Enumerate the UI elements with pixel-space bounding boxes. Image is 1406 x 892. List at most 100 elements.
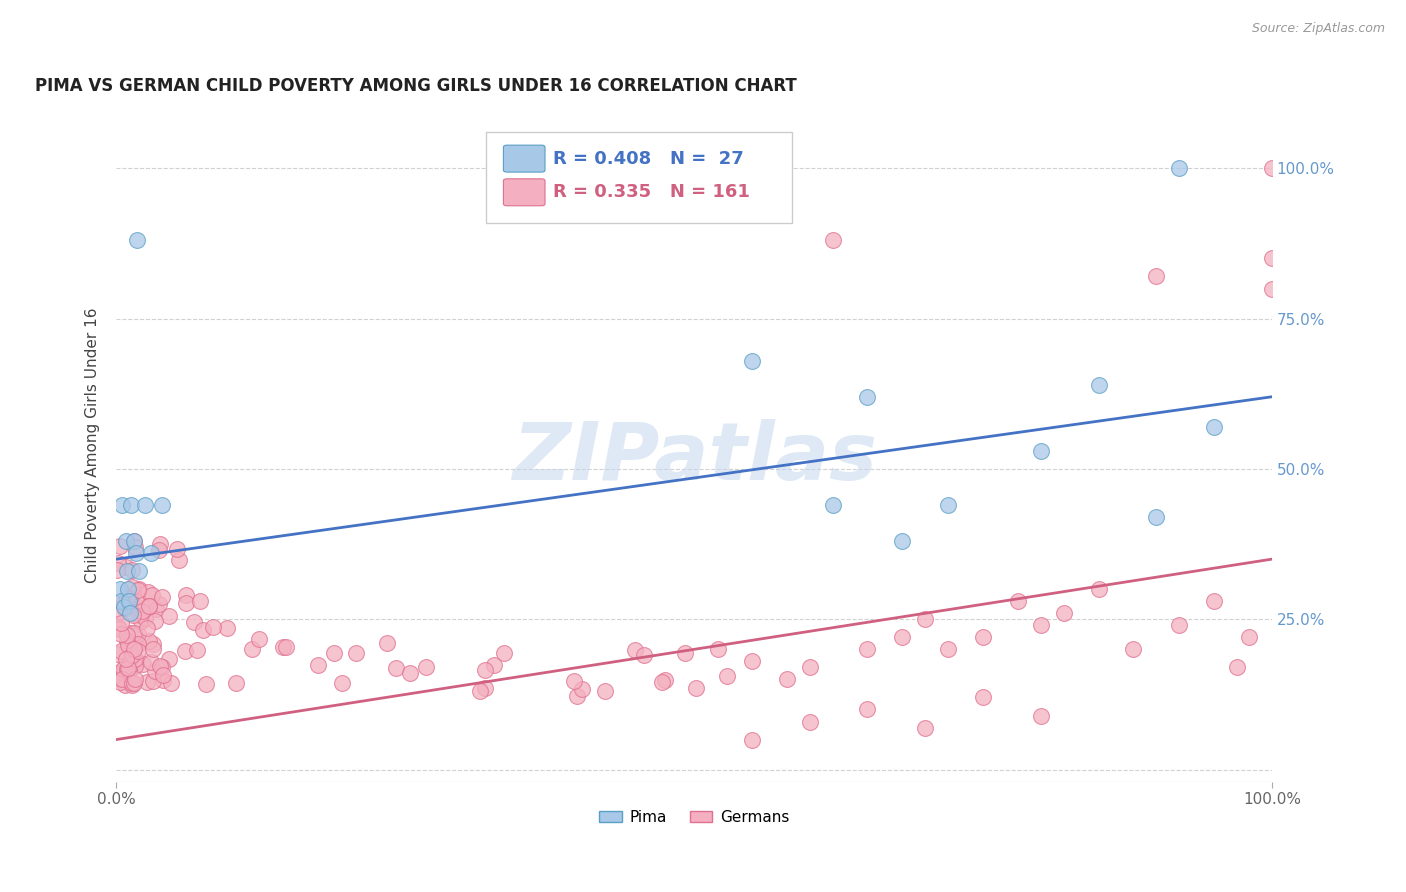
Point (138, 599, 160, 613)
Point (274, 640, 297, 655)
Point (121, 678, 143, 692)
Point (128, 608, 150, 623)
Point (716, 669, 738, 683)
Point (159, 652, 181, 666)
Point (654, 673, 676, 688)
Point (121, 564, 143, 578)
Point (856, 642, 879, 657)
Point (799, 660, 821, 674)
Point (169, 553, 191, 567)
Point (120, 607, 142, 621)
Point (1087, 582, 1109, 597)
Point (195, 677, 218, 691)
Point (111, 662, 134, 676)
Point (152, 668, 174, 682)
Point (148, 542, 170, 557)
Point (132, 657, 155, 671)
Point (1122, 642, 1144, 657)
Point (114, 678, 136, 692)
Point (107, 556, 129, 570)
Point (474, 663, 496, 677)
Point (118, 594, 141, 608)
Text: ZIPatlas: ZIPatlas (512, 419, 876, 498)
Point (110, 675, 132, 690)
Point (127, 644, 149, 658)
Point (108, 582, 131, 597)
Point (145, 614, 167, 628)
Point (624, 642, 647, 657)
Point (1144, 269, 1167, 284)
Point (173, 643, 195, 657)
Point (114, 534, 136, 549)
Point (112, 595, 135, 609)
Point (118, 636, 141, 650)
Point (127, 637, 149, 651)
Point (122, 607, 145, 622)
Point (139, 546, 162, 560)
Point (1204, 420, 1226, 434)
Point (107, 665, 129, 680)
Point (186, 643, 208, 657)
Point (150, 660, 173, 674)
Point (121, 676, 143, 690)
Point (1226, 660, 1249, 674)
Point (188, 594, 211, 608)
Point (107, 672, 129, 686)
FancyBboxPatch shape (503, 178, 546, 206)
Point (240, 641, 263, 656)
Point (138, 599, 160, 613)
Point (127, 627, 149, 641)
Point (143, 664, 166, 678)
Point (1168, 618, 1191, 632)
Point (891, 630, 914, 644)
Point (474, 681, 496, 695)
Point (567, 689, 589, 703)
Point (174, 588, 197, 602)
Point (593, 683, 616, 698)
Point (856, 390, 879, 404)
Point (107, 620, 129, 634)
Point (122, 534, 145, 549)
Point (112, 666, 135, 681)
Point (225, 676, 247, 690)
Point (124, 672, 146, 686)
Point (191, 623, 214, 637)
Point (149, 658, 172, 673)
Point (125, 546, 148, 560)
Point (1087, 377, 1109, 392)
Point (1144, 510, 1167, 524)
Text: R = 0.335   N = 161: R = 0.335 N = 161 (553, 183, 749, 202)
Point (633, 648, 655, 663)
Point (330, 676, 353, 690)
Point (914, 612, 936, 626)
Point (307, 658, 329, 673)
Point (673, 646, 696, 660)
Point (202, 620, 225, 634)
Point (385, 660, 408, 674)
Point (1029, 618, 1052, 632)
Point (117, 638, 139, 652)
Point (110, 594, 132, 608)
Point (110, 627, 132, 641)
Point (117, 661, 139, 675)
Point (124, 652, 146, 666)
Point (124, 652, 146, 666)
Point (166, 542, 188, 557)
Point (1261, 161, 1284, 176)
Point (120, 626, 142, 640)
Point (118, 591, 141, 605)
Point (111, 498, 134, 512)
Point (1168, 161, 1191, 176)
Point (775, 673, 797, 687)
Point (799, 714, 821, 729)
Point (128, 564, 150, 578)
Point (131, 604, 153, 618)
Point (215, 621, 238, 635)
Point (107, 563, 129, 577)
Point (1204, 594, 1226, 608)
Point (707, 641, 730, 656)
Point (972, 630, 994, 644)
Point (1007, 594, 1029, 608)
Point (1237, 630, 1260, 644)
Point (741, 353, 763, 368)
